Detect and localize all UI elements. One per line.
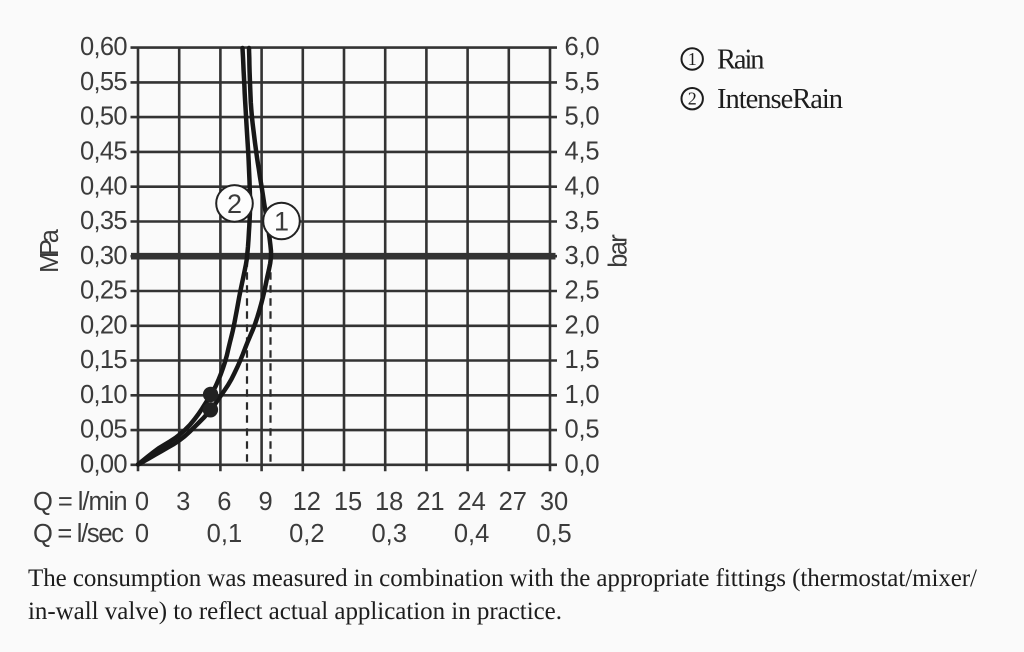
- svg-text:0,2: 0,2: [289, 520, 324, 548]
- svg-text:1,5: 1,5: [565, 346, 600, 374]
- svg-text:IntenseRain: IntenseRain: [717, 84, 843, 115]
- svg-text:27: 27: [499, 488, 527, 516]
- svg-text:0,05: 0,05: [80, 416, 128, 444]
- svg-text:2: 2: [688, 89, 697, 109]
- svg-text:5,5: 5,5: [565, 68, 600, 96]
- svg-text:Q = l/min: Q = l/min: [33, 488, 128, 516]
- svg-text:6,0: 6,0: [565, 33, 600, 61]
- svg-text:1,0: 1,0: [565, 381, 600, 409]
- svg-text:Rain: Rain: [717, 45, 765, 76]
- svg-text:bar: bar: [605, 234, 633, 268]
- svg-text:0,25: 0,25: [80, 277, 128, 305]
- svg-text:The consumption was measured i: The consumption was measured in combinat…: [28, 565, 977, 592]
- svg-text:0,20: 0,20: [80, 311, 128, 339]
- svg-text:3,0: 3,0: [565, 242, 600, 270]
- svg-text:1: 1: [688, 49, 697, 69]
- svg-text:0,45: 0,45: [80, 138, 128, 166]
- svg-text:4,5: 4,5: [565, 138, 600, 166]
- svg-text:in-wall valve) to reflect actu: in-wall valve) to reflect actual applica…: [28, 598, 562, 625]
- svg-text:0,40: 0,40: [80, 172, 128, 200]
- svg-text:3,5: 3,5: [565, 207, 600, 235]
- svg-text:6: 6: [217, 488, 231, 516]
- svg-text:2: 2: [227, 189, 242, 219]
- svg-text:0,1: 0,1: [207, 520, 242, 548]
- svg-text:0,55: 0,55: [80, 68, 128, 96]
- svg-text:9: 9: [259, 488, 273, 516]
- svg-text:0: 0: [135, 520, 149, 548]
- svg-text:30: 30: [540, 488, 568, 516]
- svg-text:0,10: 0,10: [80, 381, 128, 409]
- svg-text:0,5: 0,5: [536, 520, 571, 548]
- svg-text:0,30: 0,30: [80, 242, 128, 270]
- svg-text:0,50: 0,50: [80, 103, 128, 131]
- svg-text:15: 15: [334, 488, 362, 516]
- svg-text:2,5: 2,5: [565, 277, 600, 305]
- svg-text:0,60: 0,60: [80, 33, 128, 61]
- svg-text:0,5: 0,5: [565, 416, 600, 444]
- svg-text:0,3: 0,3: [371, 520, 406, 548]
- svg-text:0: 0: [135, 488, 149, 516]
- svg-text:21: 21: [416, 488, 444, 516]
- svg-text:1: 1: [274, 207, 289, 237]
- svg-text:24: 24: [457, 488, 485, 516]
- svg-text:2,0: 2,0: [565, 311, 600, 339]
- svg-text:MPa: MPa: [36, 228, 64, 273]
- svg-text:12: 12: [293, 488, 321, 516]
- svg-text:Q = l/sec: Q = l/sec: [33, 520, 124, 548]
- svg-text:3: 3: [176, 488, 190, 516]
- svg-text:18: 18: [375, 488, 403, 516]
- svg-text:5,0: 5,0: [565, 103, 600, 131]
- svg-text:0,35: 0,35: [80, 207, 128, 235]
- svg-text:0,00: 0,00: [80, 450, 128, 478]
- svg-text:0,4: 0,4: [454, 520, 489, 548]
- svg-text:0,0: 0,0: [565, 450, 600, 478]
- svg-text:4,0: 4,0: [565, 172, 600, 200]
- svg-text:0,15: 0,15: [80, 346, 128, 374]
